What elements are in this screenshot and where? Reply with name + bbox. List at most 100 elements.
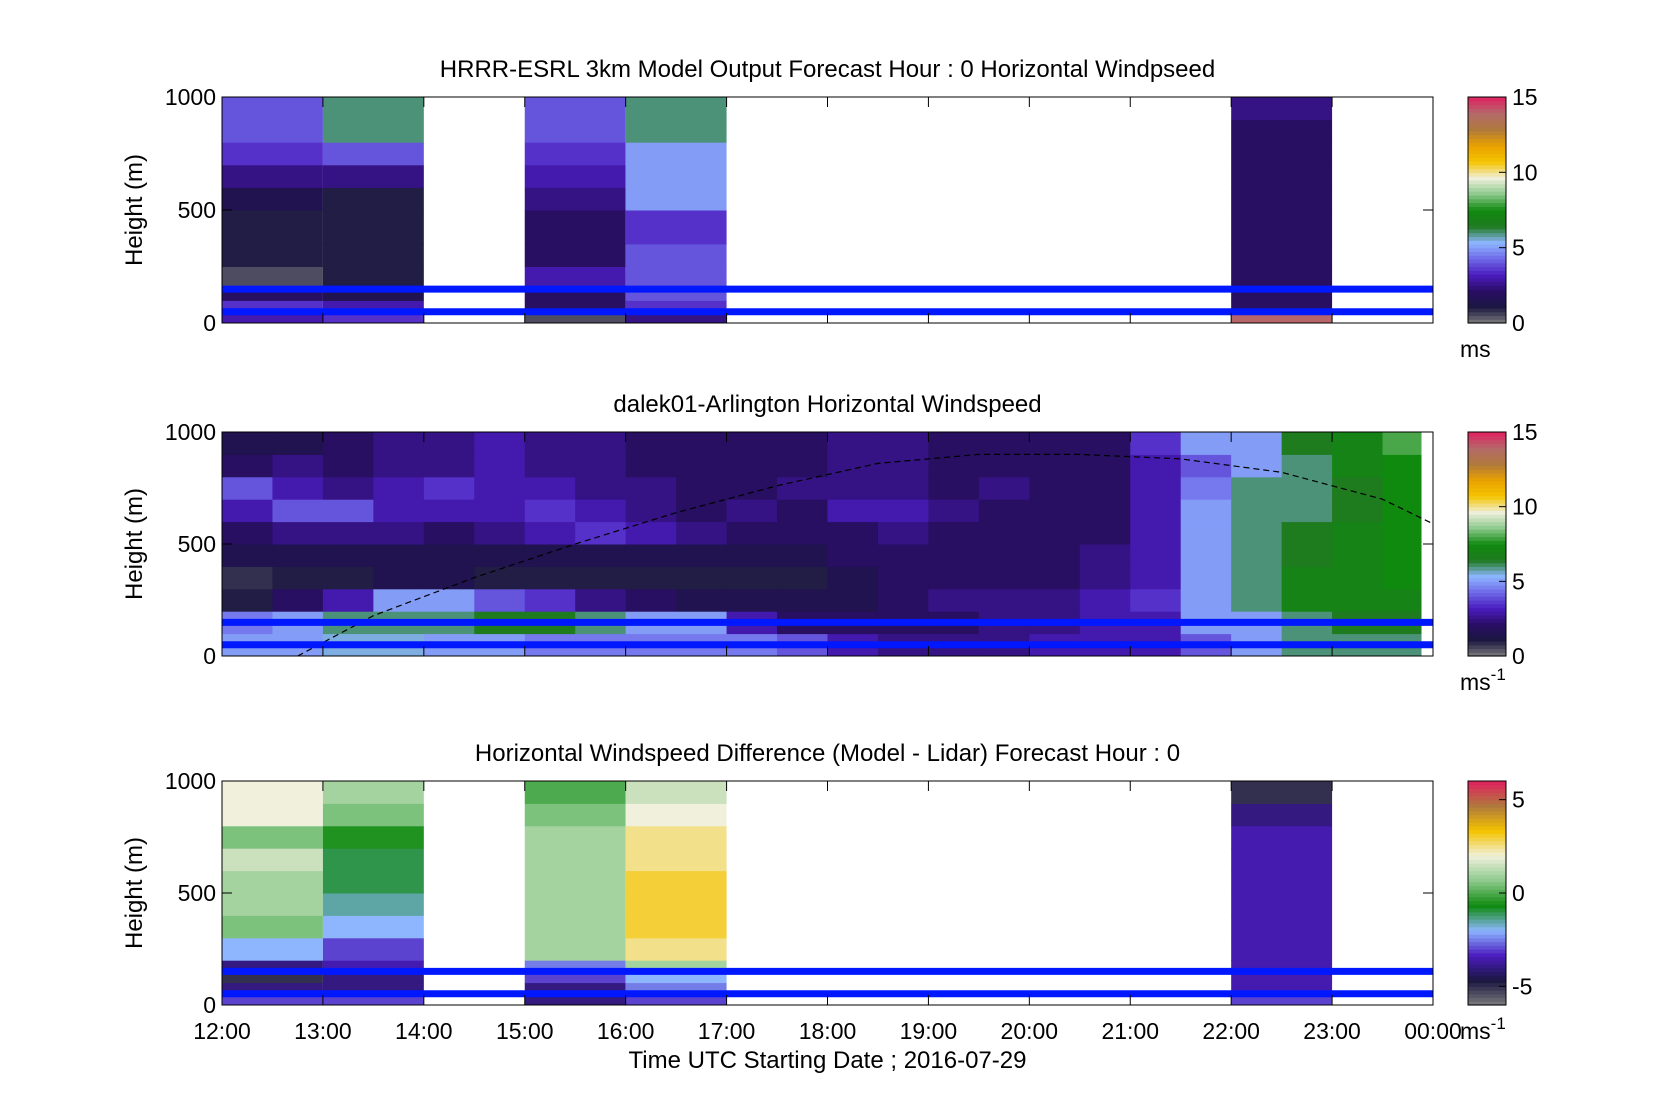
heatmap-cell [272,566,324,590]
colorbar-segment [1468,919,1506,924]
colorbar-segment [1468,941,1506,946]
colorbar-segment [1468,529,1506,534]
heatmap-cell [726,499,778,523]
colorbar-tick-label: -5 [1512,973,1532,999]
heatmap-cell [322,521,374,545]
heatmap-cell [1281,566,1333,590]
colorbar-segment [1468,202,1506,207]
colorbar-segment [1468,558,1506,564]
colorbar-segment [1468,296,1506,301]
heatmap-cell [625,521,677,545]
heatmap-cell [625,915,727,939]
colorbar-segment [1468,915,1506,920]
heatmap-cell [1231,566,1283,590]
heatmap-cell [1231,311,1333,324]
heatmap-cell [777,432,828,455]
heatmap-cell [625,289,727,301]
colorbar-segment [1468,829,1506,834]
colorbar-segment [1468,179,1506,185]
heatmap-cell [625,982,727,995]
heatmap-cell [928,476,980,500]
heatmap-cell [625,848,727,872]
heatmap-cell [676,566,728,590]
heatmap-cell [877,588,929,612]
heatmap-cell [322,825,424,849]
lidar-windspeed-panel: dalek01-Arlington Horizontal Windspeed H… [121,391,1538,695]
heatmap-cell [1079,566,1131,590]
colorbar-segment [1468,480,1506,485]
colorbar-segment [1468,454,1506,459]
heatmap-cell [222,982,323,995]
colorbar-segment [1468,652,1506,657]
colorbar-segment [1468,127,1506,132]
heatmap-cell [625,311,727,324]
colorbar-segment [1468,822,1506,827]
heatmap-cell [1231,210,1333,245]
colorbar-segment [1468,600,1506,605]
colorbar-segment [1468,149,1506,155]
colorbar-segment [1468,281,1506,286]
heatmap-cell [575,499,627,523]
heatmap-cells [222,781,1333,1006]
colorbar-segment [1468,255,1506,260]
heatmap-cell [222,476,273,500]
colorbar-segment [1468,611,1506,616]
x-tick-label: 18:00 [799,1018,857,1044]
heatmap-cell [978,499,1030,523]
colorbar-segment [1468,247,1506,253]
heatmap-cell [322,803,424,827]
heatmap-cell [1281,521,1333,545]
heatmap-cell [474,588,526,612]
heatmap-cell [928,499,980,523]
colorbar-segment [1468,844,1506,849]
heatmap-cell [474,521,526,545]
colorbar-segment [1468,315,1506,320]
heatmap-cell [524,187,626,211]
heatmap-cell [222,289,323,301]
colorbar-segment [1468,194,1506,200]
heatmap-cell [1382,454,1422,478]
colorbar-segment [1468,525,1506,530]
colorbar-segment [1468,644,1506,650]
heatmap-cell [1231,848,1333,872]
heatmap-cell [1130,454,1182,478]
heatmap-cell [524,544,576,567]
colorbar-segment [1468,210,1506,215]
colorbar-segment [1468,997,1506,1002]
colorbar-segment [1468,573,1506,579]
y-tick-label: 500 [178,880,216,906]
colorbar-segment [1468,225,1506,230]
x-tick-label: 21:00 [1101,1018,1159,1044]
colorbar-segment [1468,499,1506,504]
heatmap-cell [272,476,324,500]
colorbar-segment [1468,889,1506,894]
heatmap-cell [877,521,929,545]
colorbar-segment [1468,952,1506,958]
heatmap-cell [625,870,727,894]
heatmap-cell [676,588,728,612]
colorbar-segment [1468,142,1506,147]
heatmap-cell [1281,476,1333,500]
heatmap-cell [272,454,324,478]
colorbar-segment [1468,866,1506,872]
colorbar-segment [1468,134,1506,140]
heatmap-cell [928,544,980,567]
heatmap-cell [1029,566,1081,590]
heatmap-cell [625,266,727,290]
colorbar-segment [1468,588,1506,594]
x-tick-label: 23:00 [1303,1018,1361,1044]
unit-exponent: -1 [1491,665,1506,684]
heatmap-cell [877,476,929,500]
colorbar-segment [1468,465,1506,470]
colorbar-segment [1468,855,1506,860]
colorbar-tick-label: 5 [1512,787,1525,813]
colorbar-frame [1467,431,1507,657]
heatmap-cell [1281,544,1333,567]
heatmap-cell [1382,544,1422,567]
heatmap-cell [1231,499,1283,523]
heatmap-cell [1079,476,1131,500]
heatmap-cell [524,803,626,827]
colorbar-segment [1468,266,1506,271]
heatmap-cell [978,521,1030,545]
heatmap-cell [222,588,273,612]
